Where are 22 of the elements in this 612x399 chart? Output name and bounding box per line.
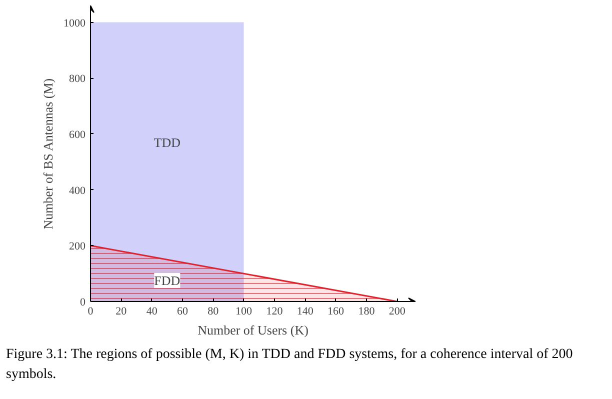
x-tick-label: 200 [388,306,406,318]
y-tick-label: 200 [69,240,86,253]
y-tick-label: 1000 [64,17,86,30]
x-axis-title: Number of Users (K) [198,322,308,338]
y-axis-title: Number of BS Antennas (M) [40,78,56,230]
x-tick-label: 180 [358,306,376,318]
y-tick-label: 600 [69,128,86,141]
x-tick-label: 60 [176,306,188,318]
x-tick-label: 0 [88,306,94,318]
y-tick-label: 0 [80,296,86,308]
x-tick-label: 120 [266,306,284,318]
x-tick-label: 160 [328,306,345,318]
x-tick-label: 80 [208,306,220,318]
series-label: TDD [154,134,181,150]
caption: Figure 3.1: The regions of possible (M, K) in TDD and FDD systems, for a coherence interval of 200 symbols. [6,346,574,384]
y-tick-label: 400 [69,184,86,197]
x-tick-label: 40 [146,306,158,318]
y-tick-label: 800 [69,73,86,86]
series-label: FDD [154,273,180,288]
x-tick-label: 20 [116,306,128,318]
x-tick-label: 100 [236,306,253,318]
x-tick-label: 140 [296,306,314,318]
